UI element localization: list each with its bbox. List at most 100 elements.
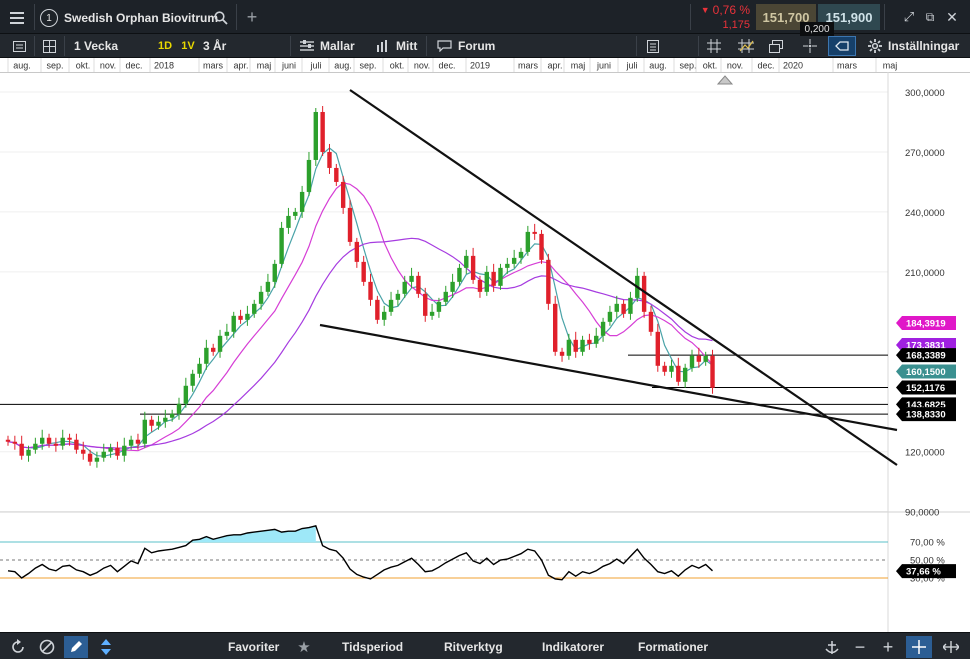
time-tick-label: maj — [571, 61, 586, 71]
candle-body — [347, 207, 353, 242]
expand-icon[interactable]: ⤢ — [903, 9, 915, 24]
candle-body — [573, 339, 578, 352]
zoom-in-icon[interactable]: + — [882, 636, 894, 657]
draw-pen-button[interactable] — [64, 636, 88, 658]
price-tag-shape — [896, 316, 956, 331]
range-1y-button[interactable]: 1V — [181, 40, 195, 52]
range-3y-button[interactable]: 3 År — [203, 39, 227, 53]
candle-body — [81, 449, 86, 454]
block-icon[interactable] — [37, 637, 57, 657]
time-tick-label: nov. — [100, 61, 116, 71]
time-tick-label: sep. — [46, 61, 63, 71]
candle-body — [436, 301, 442, 312]
compare-icon[interactable] — [736, 37, 756, 55]
candle-body — [614, 303, 619, 312]
time-tick-label: 2018 — [154, 61, 174, 71]
candle-body — [388, 299, 394, 312]
hamburger-menu-icon[interactable] — [6, 8, 28, 28]
candle-body — [682, 367, 688, 382]
period-selector[interactable]: 1 Vecka — [74, 39, 119, 53]
search-icon[interactable] — [211, 8, 231, 28]
moving-averages — [7, 147, 713, 457]
price-tag-toggle[interactable] — [828, 36, 856, 56]
mine-button[interactable]: Mitt — [396, 39, 418, 53]
candle-body — [607, 311, 613, 322]
sort-arrows-icon[interactable] — [96, 637, 116, 657]
candle-body — [33, 443, 38, 450]
windows-icon[interactable] — [767, 37, 785, 55]
layout-icon[interactable] — [40, 37, 58, 55]
crosshair-icon[interactable] — [800, 37, 820, 55]
candle-body — [245, 313, 250, 320]
bid-price[interactable]: 151,700 — [756, 4, 816, 30]
candle-body — [594, 335, 599, 344]
candle-body — [676, 365, 681, 382]
time-tick-label: mars — [837, 61, 857, 71]
notes-icon[interactable] — [644, 37, 662, 55]
price-tick-label: 240,0000 — [905, 208, 945, 219]
candle-body — [621, 303, 626, 314]
time-tick-label: 2019 — [470, 61, 490, 71]
candle-body — [26, 449, 31, 456]
timeperiod-button[interactable]: Tidsperiod — [342, 640, 404, 654]
crosshair-mode-button[interactable] — [906, 636, 932, 658]
price-tag: 138,8330 — [896, 407, 956, 422]
fit-screen-icon[interactable] — [940, 637, 962, 657]
candle-body — [457, 267, 462, 282]
grid-icon[interactable] — [705, 37, 723, 55]
rsi-overbought-fill — [192, 525, 316, 542]
rsi-panel: 70,00 % 50,00 % 30,00 %37,66 % — [0, 524, 956, 585]
candle-body — [12, 441, 18, 444]
zoom-out-icon[interactable]: − — [854, 636, 866, 657]
price-tag-label: 173,3831 — [906, 341, 946, 352]
forum-button[interactable]: Forum — [458, 39, 496, 53]
chart-type-icon[interactable] — [10, 37, 28, 55]
templates-button[interactable]: Mallar — [320, 39, 355, 53]
candle-body — [156, 421, 161, 426]
support-trendline — [319, 323, 898, 432]
candle-body — [74, 439, 79, 450]
candle-body — [395, 293, 401, 300]
candle-body — [279, 227, 284, 264]
candle-body — [662, 365, 667, 372]
candle-body — [327, 151, 332, 168]
drawtools-button[interactable]: Ritverktyg — [444, 640, 503, 654]
indicators-button[interactable]: Indikatorer — [542, 640, 605, 654]
time-tick-label: juli — [309, 61, 321, 71]
instrument-name[interactable]: Swedish Orphan Biovitrum — [64, 11, 219, 25]
settings-gear-icon[interactable] — [866, 37, 884, 55]
mine-icon[interactable] — [374, 37, 392, 55]
favorites-button[interactable]: Favoriter — [228, 640, 280, 654]
time-tick-label: aug. — [649, 61, 667, 71]
anchor-icon[interactable] — [822, 637, 842, 657]
add-tab-icon[interactable]: + — [246, 6, 258, 27]
forum-icon[interactable] — [434, 37, 454, 55]
popout-icon[interactable]: ⧉ — [925, 9, 935, 24]
bottom-bar: Favoriter ★ Tidsperiod Ritverktyg Indika… — [0, 632, 970, 659]
close-icon[interactable]: ✕ — [946, 8, 958, 25]
price-tag: 184,3919 — [896, 316, 956, 331]
change-percent: ▼ 0,76 % — [700, 3, 750, 17]
rsi-tick-label: 50,00 % — [910, 556, 945, 567]
range-1d-button[interactable]: 1D — [157, 40, 173, 52]
time-tick-label: aug. — [334, 61, 352, 71]
candle-body — [19, 443, 24, 456]
instrument-index-badge: 1 — [40, 9, 58, 27]
candle-body — [142, 419, 147, 444]
price-tag-label: 143,6825 — [906, 400, 946, 411]
star-icon[interactable]: ★ — [297, 639, 311, 656]
time-tick-label: okt. — [390, 61, 405, 71]
settings-button[interactable]: Inställningar — [888, 39, 960, 53]
candle-body — [641, 275, 647, 312]
rsi-tick-label: 70,00 % — [910, 538, 945, 549]
templates-icon[interactable] — [298, 37, 316, 55]
candle-body — [498, 267, 503, 286]
candle-body — [477, 279, 483, 292]
candle-body — [252, 303, 257, 314]
reload-icon[interactable] — [8, 637, 28, 657]
formations-button[interactable]: Formationer — [638, 640, 709, 654]
time-tick-label: aug. — [13, 61, 31, 71]
candle-body — [491, 271, 496, 286]
candle-body — [505, 263, 510, 268]
price-chart[interactable]: 300,0000 270,0000 240,0000 210,0000 120,0000… — [0, 72, 970, 632]
